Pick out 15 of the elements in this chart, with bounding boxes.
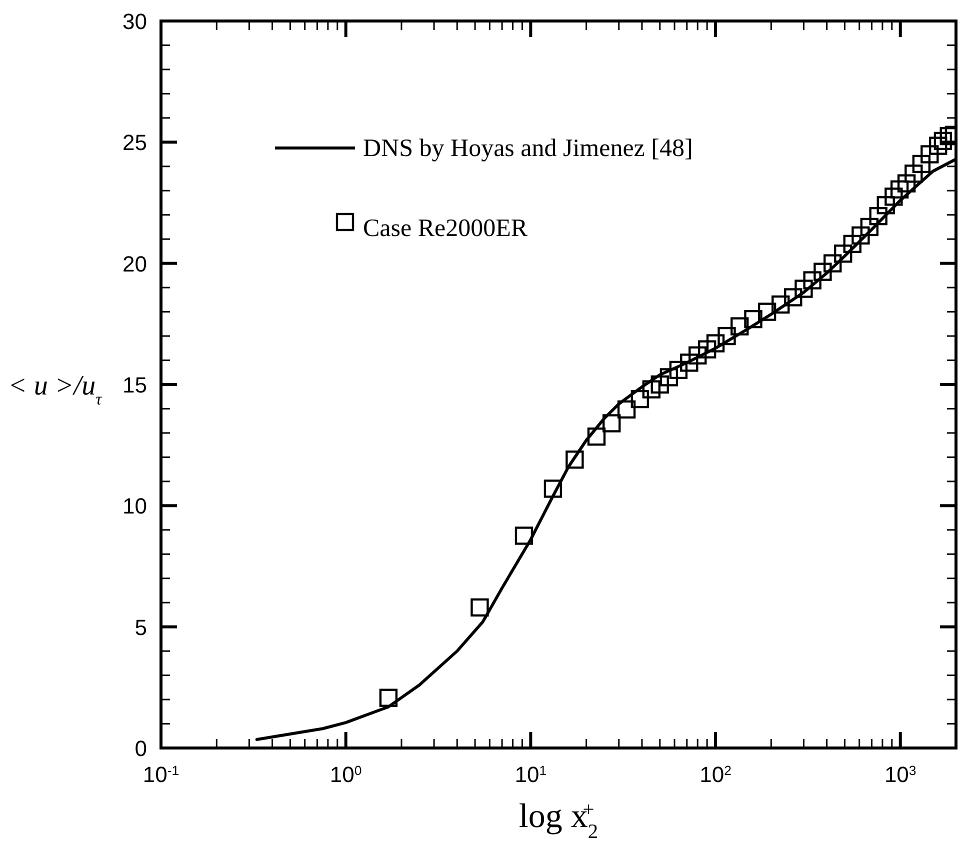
x-tick-label: 10$^{1}$ [514, 762, 547, 787]
x-tick-label: 10$^{-1}$ [142, 762, 180, 787]
y-axis-title: < u >/u$_{τ}$ [8, 370, 103, 408]
x-tick-label: 10$^{2}$ [700, 762, 732, 787]
y-tick-label: 10 [122, 494, 147, 519]
y-tick-label: 0 [134, 736, 147, 761]
x-tick-label: 10$^{0}$ [330, 762, 362, 787]
y-tick-label: 30 [122, 9, 147, 34]
x-tick-label: 10$^{3}$ [884, 762, 916, 787]
y-tick-label: 5 [134, 614, 147, 640]
y-tick-label: 20 [122, 251, 147, 276]
y-tick-label: 15 [122, 372, 147, 398]
legend-label: Case Re2000ER [363, 215, 528, 242]
legend-label: DNS by Hoyas and Jimenez [48] [363, 135, 693, 162]
y-tick-label: 25 [122, 130, 147, 156]
